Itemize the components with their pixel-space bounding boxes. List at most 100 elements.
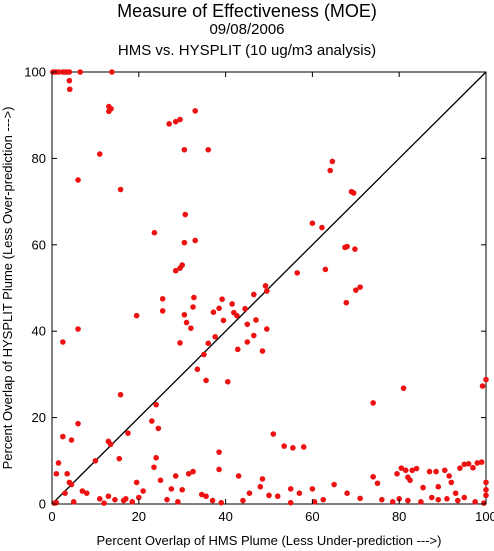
data-point xyxy=(461,494,468,501)
data-point xyxy=(117,186,124,193)
data-point xyxy=(168,486,175,492)
data-point xyxy=(300,444,307,450)
data-point xyxy=(357,284,363,290)
data-point xyxy=(379,496,385,503)
data-point xyxy=(105,493,112,500)
data-point xyxy=(75,326,81,332)
data-point xyxy=(62,490,68,497)
data-point xyxy=(151,229,158,236)
data-point xyxy=(413,465,420,472)
data-point xyxy=(155,425,162,432)
data-point xyxy=(481,500,487,506)
data-point xyxy=(120,497,127,504)
x-tick-label: 20 xyxy=(132,509,146,524)
data-point xyxy=(220,317,227,324)
data-point xyxy=(274,493,281,500)
data-point xyxy=(164,496,170,503)
axes: 0 20 40 60 80 100 0 20 40 60 80 100 Percent Overlap … xyxy=(0,65,494,549)
data-point xyxy=(244,339,251,345)
data-point xyxy=(157,477,164,484)
data-point xyxy=(191,294,197,301)
y-tick-label: 20 xyxy=(32,410,46,425)
data-point xyxy=(264,326,270,332)
data-point xyxy=(426,468,433,475)
data-point xyxy=(331,481,337,488)
data-point xyxy=(257,483,264,490)
data-point xyxy=(281,443,287,449)
data-point xyxy=(262,283,269,289)
data-point xyxy=(290,445,296,451)
data-point xyxy=(51,500,57,506)
data-point xyxy=(216,449,222,455)
data-point xyxy=(190,468,196,475)
data-point xyxy=(428,494,435,501)
data-point xyxy=(101,500,107,506)
chart-date: 09/08/2006 xyxy=(209,21,285,38)
data-point xyxy=(240,497,246,504)
data-point xyxy=(234,312,240,319)
x-tick-label: 80 xyxy=(392,509,406,524)
data-point xyxy=(198,491,205,498)
data-point xyxy=(55,69,62,75)
plot-frame xyxy=(51,71,487,505)
data-point xyxy=(398,465,405,471)
data-point xyxy=(251,332,257,339)
data-point xyxy=(409,467,416,474)
data-point xyxy=(435,496,442,503)
data-point xyxy=(77,69,84,75)
data-point xyxy=(287,486,294,492)
data-point xyxy=(350,190,357,196)
data-point xyxy=(116,455,123,462)
x-tick-label: 100 xyxy=(475,509,494,524)
data-point xyxy=(342,244,348,251)
data-point xyxy=(192,108,199,114)
data-point xyxy=(448,479,455,486)
data-point xyxy=(182,211,189,218)
data-point xyxy=(420,484,426,491)
data-point xyxy=(461,461,468,468)
data-point xyxy=(474,460,481,466)
data-point xyxy=(159,296,166,302)
data-point xyxy=(270,431,277,437)
data-point xyxy=(66,69,73,75)
data-point xyxy=(479,383,486,389)
data-point xyxy=(117,391,124,398)
data-point xyxy=(179,486,185,493)
data-point xyxy=(402,467,409,474)
y-tick-label: 100 xyxy=(24,65,46,80)
data-point xyxy=(327,167,333,174)
data-point xyxy=(205,146,212,153)
data-point xyxy=(433,468,439,475)
data-point xyxy=(389,499,396,505)
data-point xyxy=(259,348,266,354)
data-point xyxy=(309,486,316,492)
data-point xyxy=(181,239,188,246)
data-point xyxy=(153,401,159,408)
data-point xyxy=(344,490,350,497)
data-point xyxy=(444,496,450,502)
data-point xyxy=(296,490,303,497)
data-point xyxy=(242,305,248,312)
data-point xyxy=(470,464,476,471)
data-point xyxy=(107,441,114,448)
data-point xyxy=(55,460,62,466)
data-point xyxy=(394,470,400,477)
data-point xyxy=(452,490,459,497)
data-point xyxy=(136,494,142,501)
data-point xyxy=(92,458,99,464)
data-point xyxy=(188,325,194,331)
y-tick-label: 0 xyxy=(39,497,46,512)
y-tick-label: 80 xyxy=(32,151,46,166)
plot-area xyxy=(51,71,487,505)
data-point xyxy=(216,305,222,312)
data-point xyxy=(235,473,242,479)
data-point xyxy=(125,430,131,436)
data-point xyxy=(396,496,403,502)
data-point xyxy=(203,377,209,384)
data-point xyxy=(454,497,461,504)
data-point xyxy=(311,499,318,505)
data-point xyxy=(175,499,181,505)
data-point xyxy=(177,116,183,123)
data-point xyxy=(264,288,270,294)
data-point xyxy=(353,287,359,293)
